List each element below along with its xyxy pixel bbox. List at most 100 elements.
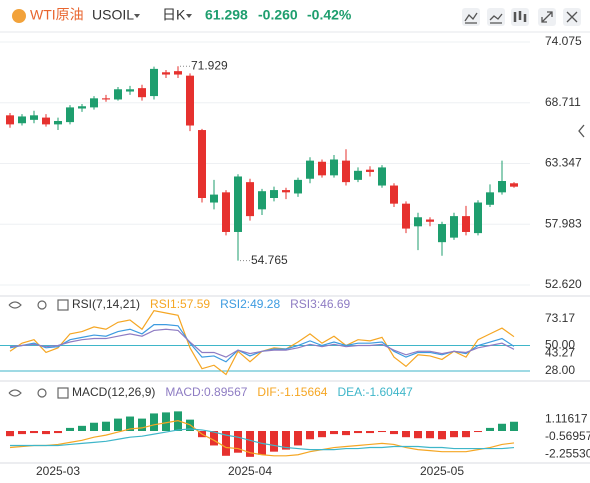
histogram-bar [30,431,38,434]
panel-title: RSI(7,14,21) [72,297,140,311]
histogram-bar [42,431,50,435]
candle-body [270,190,278,198]
histogram-bar [294,431,302,446]
candle-body [138,88,146,98]
annotation: 54.765 [251,253,288,267]
panel-icon[interactable] [57,387,69,399]
tool-icon [566,11,578,23]
histogram-bar [342,431,350,436]
histogram-bar [18,431,26,435]
histogram-bar [270,431,278,452]
candle-body [66,107,74,123]
candle-body [174,71,182,75]
histogram-bar [354,431,362,434]
legend-entry: RSI3:46.69 [290,297,350,311]
histogram-bar [318,431,326,438]
y-tick-label: -0.56957 [545,429,590,443]
histogram-bar [390,431,398,435]
legend-entry: DEA:-1.60447 [337,385,413,399]
dropdown-arrow[interactable] [134,14,140,18]
histogram-bar [246,431,254,457]
y-tick-label: 52.620 [545,277,582,291]
visibility-icon[interactable] [8,301,22,309]
series-line [9,420,515,457]
change-pct: -0.42% [307,7,352,23]
dropdown-arrow[interactable] [186,14,192,18]
candle-body [498,181,506,193]
histogram-bar [222,431,230,456]
series-line [10,428,515,451]
candle-body [186,75,194,126]
histogram-bar [498,423,506,431]
histogram-bar [450,431,458,438]
histogram-bar [282,431,290,450]
histogram-bar [306,431,314,440]
histogram-bar [114,418,122,431]
candle-body [342,160,350,183]
candle-body [126,89,134,92]
y-tick-label: 1.11617 [545,412,588,426]
y-tick-label: 43.27 [545,345,575,359]
settings-icon[interactable] [37,300,47,310]
legend-entry: RSI1:57.59 [150,297,210,311]
candle-body [510,183,518,187]
histogram-bar [330,431,338,435]
histogram-bar [414,431,422,439]
y-tick-label: 74.075 [545,34,582,48]
candle-body [366,169,374,172]
histogram-bar [6,431,14,437]
y-tick-label: 68.711 [545,95,581,109]
legend-entry: DIF:-1.15664 [257,385,327,399]
y-tick-label: 57.983 [545,216,582,230]
y-tick-label: -2.25530 [545,446,590,460]
collapse-arrow[interactable] [578,124,585,138]
candle-body [222,192,230,232]
change: -0.260 [258,7,298,23]
candle-body [330,159,338,176]
settings-icon[interactable] [37,388,47,398]
panel-icon[interactable] [57,299,69,311]
candle-body [486,192,494,205]
candle-body [114,89,122,100]
histogram-bar [366,431,374,434]
y-tick-label: 63.347 [545,156,582,170]
toolbar [462,8,585,138]
histogram-bar [90,422,98,431]
candle-body [42,117,50,125]
histogram-bar [78,425,86,431]
symbol-icon [12,9,26,23]
histogram-bar [102,421,110,431]
candle-body [6,115,14,125]
histogram-bar [234,431,242,453]
candle-body [318,161,326,176]
candle-body [198,130,206,198]
y-tick-label: 50.00 [545,338,575,352]
histogram-bar [402,431,410,438]
legend-entry: MACD:0.89567 [165,385,247,399]
tool-icon [513,11,527,22]
code[interactable]: USOIL [92,7,134,23]
candle-body [78,106,86,109]
candle-body [90,98,98,108]
candle-body [102,98,110,100]
tool-icon [541,11,553,23]
y-tick-label: 73.17 [545,311,575,325]
candle-body [354,170,362,180]
visibility-icon[interactable] [8,389,22,397]
x-tick-label: 2025-04 [228,464,272,478]
x-tick-label: 2025-03 [36,464,80,478]
period[interactable]: 日K [162,7,186,23]
candle-body [54,120,62,125]
histogram-bar [54,431,62,434]
candle-body [438,224,446,243]
panel-title: MACD(12,26,9) [72,385,155,399]
series-line [9,328,515,358]
histogram-bar [462,431,470,438]
candle-body [246,182,254,217]
candle-body [378,167,386,186]
candle-body [258,191,266,210]
tool-icon [489,13,503,24]
symbol[interactable]: WTI原油 [30,7,84,23]
